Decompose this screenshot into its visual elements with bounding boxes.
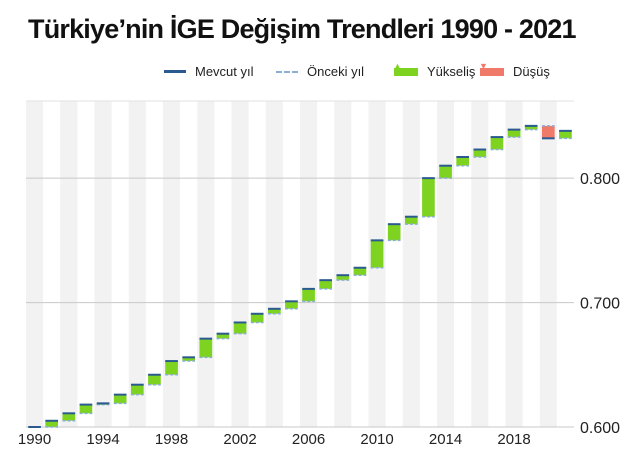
x-tick-label: 2010 — [360, 431, 393, 448]
legend-item-previous: Önceki yıl — [276, 64, 364, 79]
legend-label-down: Düşüş — [513, 64, 550, 79]
increase-bar — [559, 130, 572, 139]
increase-bar — [336, 275, 350, 281]
background-band — [437, 101, 455, 427]
background-band — [300, 101, 318, 427]
background-band — [26, 101, 44, 427]
background-band — [402, 101, 420, 427]
up-triangle-icon: ▲ — [393, 60, 402, 71]
increase-bar — [148, 374, 161, 385]
increase-bar — [165, 361, 178, 375]
background-band — [60, 101, 78, 427]
down-triangle-icon: ▼ — [479, 60, 488, 71]
legend: Mevcut yıl Önceki yıl ▲ Yükseliş ▼ Düşüş — [0, 61, 640, 88]
decrease-bar — [541, 125, 555, 139]
x-tick-label: 1994 — [86, 431, 119, 448]
background-band — [471, 101, 489, 427]
background-band — [539, 101, 557, 427]
increase-bar — [285, 301, 298, 309]
increase-bar — [182, 357, 196, 362]
background-band — [94, 101, 112, 427]
x-tick-label: 2002 — [223, 431, 256, 448]
increase-bar — [507, 129, 521, 138]
x-tick-label: 2014 — [429, 431, 462, 448]
background-band — [197, 101, 215, 427]
current-year-swatch — [164, 70, 186, 73]
increase-bar — [267, 308, 281, 314]
increase-bar — [353, 267, 367, 276]
background-band — [128, 101, 146, 427]
background-band — [163, 101, 181, 427]
increase-bar — [216, 333, 230, 339]
increase-bar — [456, 156, 470, 166]
previous-year-swatch — [276, 70, 298, 73]
background-band — [265, 101, 283, 427]
increase-bar — [302, 288, 315, 302]
legend-item-up: ▲ Yükseliş — [393, 61, 476, 79]
decrease-swatch: ▼ — [479, 61, 504, 76]
y-tick-label: 0.800 — [580, 171, 620, 188]
increase-bar — [473, 149, 487, 157]
x-tick-label: 2006 — [292, 431, 325, 448]
x-tick-label: 1990 — [18, 431, 51, 448]
y-tick-label: 0.600 — [580, 420, 620, 437]
increase-bar — [199, 338, 213, 358]
increase-bar — [422, 178, 435, 217]
increase-bar — [319, 280, 333, 289]
legend-label-up: Yükseliş — [427, 64, 476, 79]
increase-bar — [370, 240, 384, 268]
background-band — [231, 101, 249, 427]
increase-swatch: ▲ — [393, 61, 418, 76]
legend-label-previous: Önceki yıl — [307, 64, 365, 79]
increase-bar — [524, 125, 538, 130]
legend-item-down: ▼ Düşüş — [479, 61, 550, 79]
legend-label-current: Mevcut yıl — [195, 64, 254, 79]
increase-bar — [79, 404, 93, 414]
increase-bar — [250, 313, 264, 323]
increase-bar — [490, 137, 504, 150]
background-band — [334, 101, 352, 427]
increase-bar — [233, 322, 247, 334]
x-tick-label: 1998 — [155, 431, 188, 448]
increase-bar — [387, 224, 401, 241]
background-band — [505, 101, 523, 427]
legend-item-current: Mevcut yıl — [164, 64, 254, 79]
increase-bar — [113, 394, 127, 404]
chart-title: Türkiye’nin İGE Değişim Trendleri 1990 -… — [28, 14, 577, 44]
increase-bar — [45, 420, 59, 427]
increase-bar — [404, 216, 418, 225]
increase-bar — [130, 384, 144, 395]
increase-bar — [439, 165, 452, 179]
y-tick-label: 0.700 — [580, 296, 620, 313]
increase-bar — [62, 413, 76, 421]
x-tick-label: 2018 — [497, 431, 530, 448]
